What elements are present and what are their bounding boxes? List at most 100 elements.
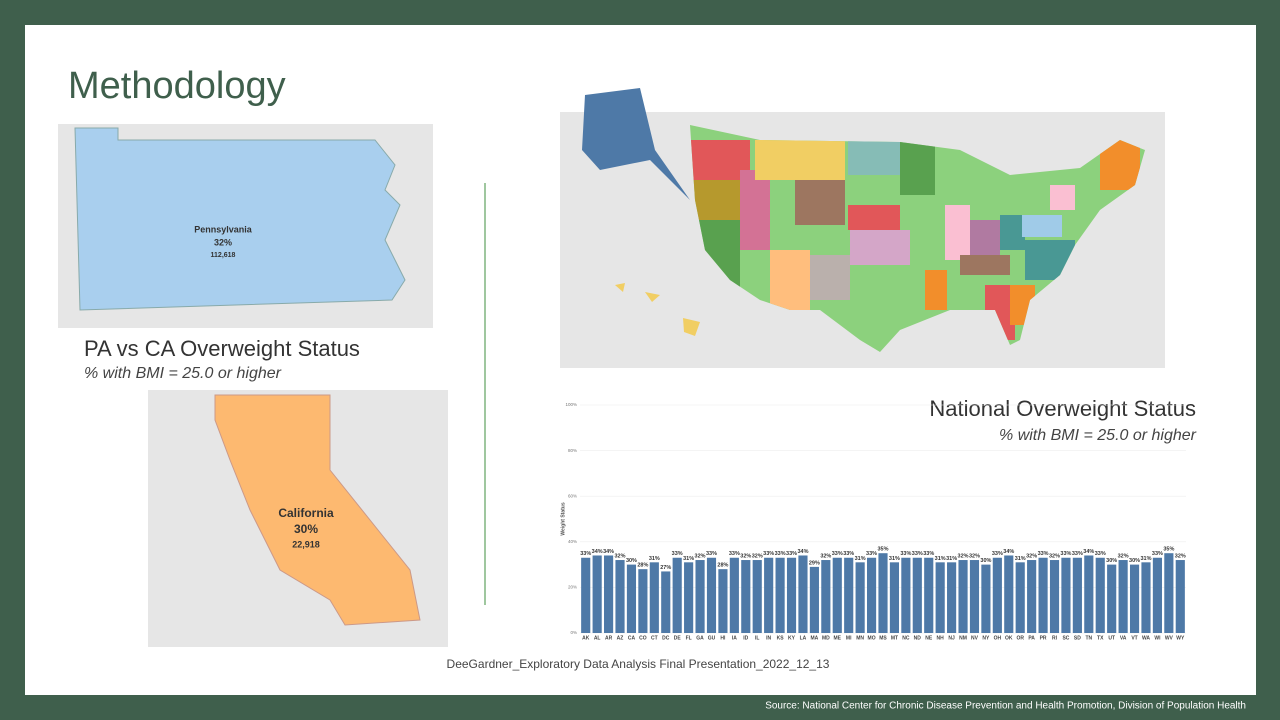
value-label: 31% (1015, 556, 1026, 562)
alaska (582, 88, 690, 200)
value-label: 33% (832, 551, 843, 557)
footer: DeeGardner_Exploratory Data Analysis Fin… (447, 657, 830, 671)
y-tick-label: 60% (568, 493, 577, 498)
x-tick-label: LA (800, 635, 807, 641)
value-label: 32% (820, 553, 831, 559)
bar (1015, 562, 1025, 633)
x-tick-label: DC (662, 635, 670, 641)
x-tick-label: AR (605, 635, 613, 641)
bar (752, 560, 762, 633)
x-tick-label: NM (959, 635, 967, 641)
x-tick-label: UT (1108, 635, 1115, 641)
state-fill (970, 220, 1000, 260)
x-tick-label: MS (879, 635, 887, 641)
bar (981, 564, 991, 633)
bar (889, 562, 900, 633)
bar (672, 557, 682, 633)
pa-ca-subheading: % with BMI = 25.0 or higher (84, 365, 282, 382)
bar (935, 562, 945, 633)
x-tick-label: ID (743, 635, 748, 641)
state-fill (770, 250, 810, 310)
x-tick-label: ME (834, 635, 842, 641)
hawaii (615, 283, 625, 292)
bar (706, 557, 717, 633)
value-label: 33% (729, 551, 740, 557)
x-tick-label: CO (639, 635, 647, 641)
bar (1061, 557, 1071, 633)
value-label: 32% (969, 553, 980, 559)
value-label: 33% (992, 551, 1003, 557)
ca-count: 22,918 (292, 539, 320, 549)
x-tick-label: MO (868, 635, 876, 641)
x-tick-label: MT (891, 635, 898, 641)
value-label: 33% (786, 551, 797, 557)
state-fill (795, 180, 845, 225)
state-fill (740, 170, 770, 250)
y-axis-label: Weight Status (560, 502, 566, 535)
bar (1004, 555, 1014, 633)
value-label: 30% (626, 558, 637, 564)
x-tick-label: CT (651, 635, 658, 641)
value-label: 33% (706, 551, 717, 557)
value-label: 31% (855, 556, 866, 562)
bar (604, 555, 614, 633)
bar (638, 569, 648, 633)
bar (741, 560, 751, 633)
national-subheading: % with BMI = 25.0 or higher (999, 427, 1197, 444)
bar-chart: Weight Status 0% 20% 40% 60% 80% 100% AK 33% AL 34… (560, 402, 1186, 641)
bar (809, 566, 819, 633)
value-label: 31% (935, 556, 946, 562)
state-fill (1050, 185, 1075, 210)
value-label: 32% (695, 553, 706, 559)
bar (786, 557, 797, 633)
bar (775, 557, 785, 633)
bar (878, 553, 888, 633)
bar (947, 562, 957, 633)
pa-percent: 32% (214, 237, 232, 247)
y-tick-label: 0% (570, 630, 577, 635)
y-tick-label: 80% (568, 448, 577, 453)
x-tick-label: AZ (617, 635, 624, 641)
y-tick-label: 100% (565, 402, 577, 407)
value-label: 33% (1095, 551, 1106, 557)
value-label: 29% (809, 560, 820, 566)
value-label: 33% (775, 551, 786, 557)
bar (684, 562, 694, 633)
ca-state: California (278, 506, 334, 520)
x-tick-label: VA (1120, 635, 1127, 641)
state-fill (1022, 215, 1062, 237)
bar (718, 569, 728, 633)
bar (626, 564, 637, 633)
value-label: 31% (889, 556, 900, 562)
value-label: 31% (683, 556, 694, 562)
state-fill (848, 205, 900, 230)
x-tick-label: WI (1154, 635, 1161, 641)
bar (615, 560, 625, 633)
x-tick-label: CA (628, 635, 636, 641)
pa-shape (74, 127, 406, 311)
bar (958, 560, 968, 633)
pa-count: 112,618 (211, 252, 236, 259)
x-tick-label: OK (1005, 635, 1013, 641)
x-tick-label: TN (1085, 635, 1092, 641)
x-tick-label: WV (1165, 635, 1174, 641)
value-label: 33% (866, 551, 877, 557)
x-tick-label: GU (708, 635, 716, 641)
pa-ca-heading: PA vs CA Overweight Status (84, 336, 360, 361)
state-fill (960, 255, 1010, 275)
bar (1129, 564, 1140, 633)
x-tick-label: MN (856, 635, 864, 641)
value-label: 27% (660, 565, 671, 571)
x-tick-label: IL (755, 635, 759, 641)
bar (1095, 557, 1105, 633)
state-fill (925, 270, 947, 310)
x-tick-label: DE (674, 635, 682, 641)
bar (1072, 557, 1082, 633)
bar (1038, 557, 1048, 633)
state-fill (755, 140, 845, 180)
value-label: 35% (1163, 547, 1174, 553)
value-label: 34% (603, 549, 614, 555)
source: Source: National Center for Chronic Dise… (765, 701, 1246, 712)
value-label: 34% (1003, 549, 1014, 555)
x-tick-label: NH (937, 635, 945, 641)
